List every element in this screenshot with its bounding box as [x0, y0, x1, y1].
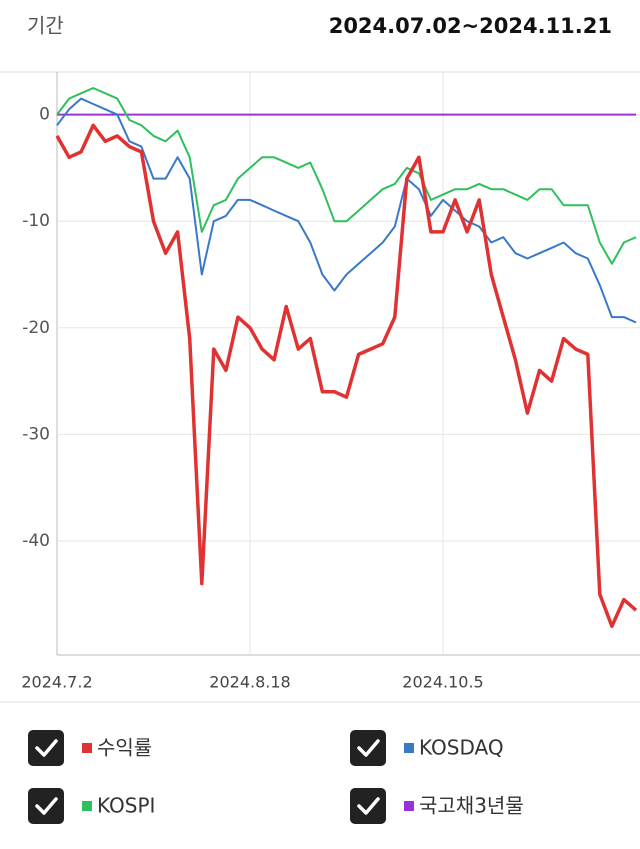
x-tick-label: 2024.7.2	[21, 673, 92, 692]
x-tick-label: 2024.8.18	[209, 673, 290, 692]
period-label: 기간	[27, 14, 64, 38]
legend-checkbox[interactable]	[350, 730, 386, 766]
checkmark	[35, 797, 58, 815]
legend-label: KOSDAQ	[419, 736, 504, 760]
legend-item[interactable]: KOSPI	[28, 788, 155, 824]
legend-swatch	[82, 743, 92, 753]
legend-swatch	[404, 801, 414, 811]
series-line	[56, 87, 637, 265]
series-line	[56, 97, 637, 324]
checkmark	[357, 797, 380, 815]
legend-label: 국고채3년물	[419, 794, 524, 818]
x-tick-label: 2024.10.5	[402, 673, 483, 692]
y-tick-label: 0	[39, 105, 50, 125]
legend-label: 수익률	[97, 736, 152, 760]
checkmark	[357, 739, 380, 757]
y-tick-label: -10	[22, 211, 50, 231]
legend-checkbox[interactable]	[350, 788, 386, 824]
checkmark	[35, 739, 58, 757]
series-line	[55, 123, 638, 628]
legend-swatch	[404, 743, 414, 753]
legend-item[interactable]: 국고채3년물	[350, 788, 524, 824]
legend-item[interactable]: KOSDAQ	[350, 730, 504, 766]
period-range[interactable]: 2024.07.02~2024.11.21	[329, 14, 612, 38]
legend-checkbox[interactable]	[28, 730, 64, 766]
legend-checkbox[interactable]	[28, 788, 64, 824]
y-tick-label: -30	[22, 424, 50, 444]
legend-label: KOSPI	[97, 794, 155, 818]
legend-item[interactable]: 수익률	[28, 730, 152, 766]
y-tick-label: -20	[22, 318, 50, 338]
legend-swatch	[82, 801, 92, 811]
y-tick-label: -40	[22, 531, 50, 551]
